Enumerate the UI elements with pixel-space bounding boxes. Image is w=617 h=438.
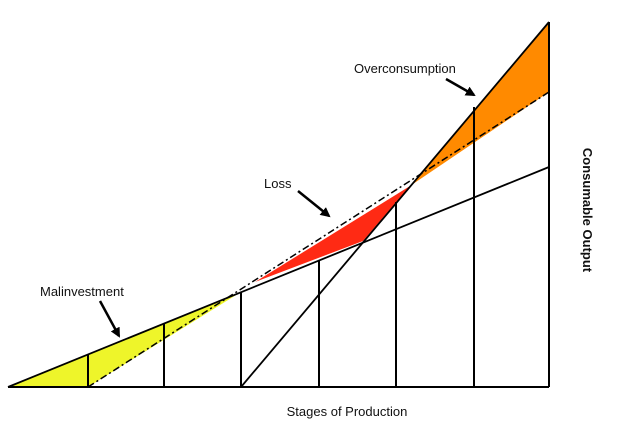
loss-region (255, 186, 410, 282)
y-axis-label: Consumable Output (580, 148, 595, 273)
output-line-original (7, 166, 550, 388)
loss-label: Loss (264, 176, 292, 191)
malinvestment-label: Malinvestment (40, 284, 124, 299)
malinvestment-arrow (98, 300, 121, 338)
overconsumption-label: Overconsumption (354, 61, 456, 76)
overconsumption-arrow (445, 77, 476, 97)
x-axis-label: Stages of Production (287, 404, 408, 419)
loss-arrow (297, 190, 331, 218)
